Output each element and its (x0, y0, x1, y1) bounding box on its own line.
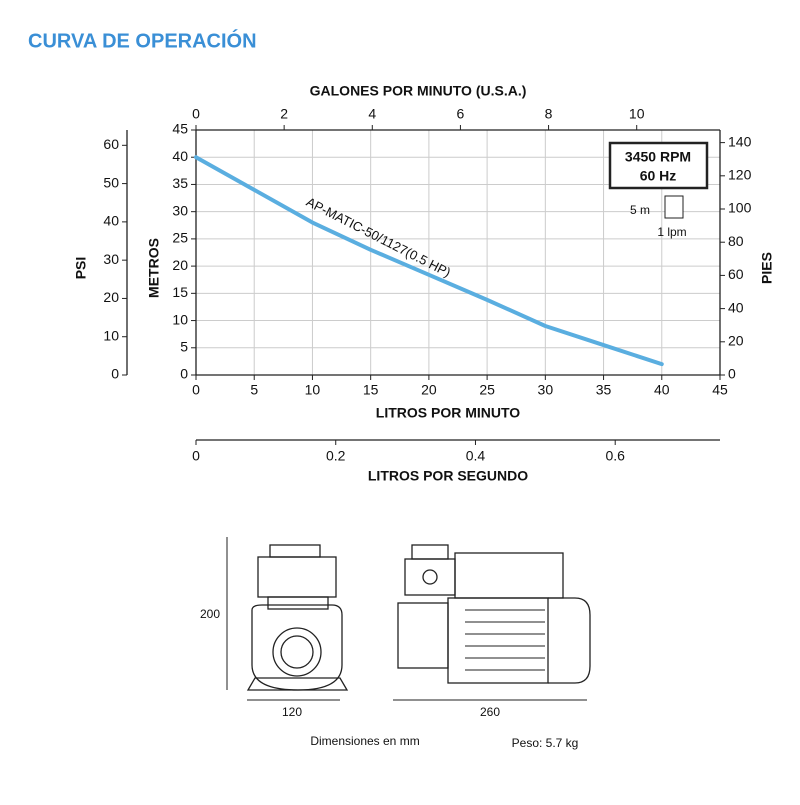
y3-tick-label: 10 (103, 327, 119, 343)
y2-axis-label: PIES (759, 252, 775, 284)
dim-height: 200 (200, 607, 220, 621)
grid-width-label: 1 lpm (657, 225, 686, 239)
x-tick-label: 20 (421, 382, 437, 398)
curve (194, 155, 664, 367)
y3-tick-label: 30 (103, 251, 119, 267)
curve-label: AP-MATIC-50/1127(0.5 HP) (304, 194, 453, 280)
hz-label: 60 Hz (640, 168, 677, 184)
y2-tick-label: 20 (728, 333, 744, 349)
y-tick-label: 20 (172, 257, 188, 273)
y3-tick-label: 0 (111, 366, 119, 382)
y-tick-label: 30 (172, 202, 188, 218)
x2-tick-label: 4 (368, 106, 376, 122)
y-tick-label: 15 (172, 284, 188, 300)
y-axis-label: METROS (146, 238, 162, 298)
x2-tick-label: 6 (457, 106, 465, 122)
x3-tick-label: 0.4 (466, 448, 486, 464)
x2-tick-label: 0 (192, 106, 200, 122)
y-tick-label: 25 (172, 230, 188, 246)
y3-tick-label: 20 (103, 289, 119, 305)
x2-tick-label: 2 (280, 106, 288, 122)
y-tick-label: 35 (172, 175, 188, 191)
x-tick-label: 40 (654, 382, 670, 398)
y2-tick-label: 80 (728, 233, 744, 249)
weight-note: Peso: 5.7 kg (512, 736, 579, 750)
y2-tick-label: 60 (728, 266, 744, 282)
grid-height-label: 5 m (630, 203, 650, 217)
rpm-box (608, 141, 709, 190)
pump-front-drawing (226, 537, 349, 701)
x3-tick-label: 0.2 (326, 448, 346, 464)
y3-axis-label: PSI (73, 257, 89, 280)
y-tick-label: 0 (180, 366, 188, 382)
x-tick-label: 10 (305, 382, 321, 398)
x-tick-label: 45 (712, 382, 728, 398)
dim-width: 120 (282, 705, 302, 719)
y2-tick-label: 140 (728, 133, 752, 149)
x2-tick-label: 10 (629, 106, 645, 122)
y-tick-label: 40 (172, 148, 188, 164)
x-tick-label: 25 (479, 382, 495, 398)
x3-tick-label: 0 (192, 448, 200, 464)
dim-length: 260 (480, 705, 500, 719)
x-axis-label: LITROS POR MINUTO (376, 405, 521, 421)
y3-tick-label: 60 (103, 136, 119, 152)
y2-tick-label: 120 (728, 167, 752, 183)
rpm-label: 3450 RPM (625, 149, 691, 165)
y3-tick-label: 50 (103, 174, 119, 190)
x2-tick-label: 8 (545, 106, 553, 122)
x-tick-label: 0 (192, 382, 200, 398)
grid-scale-box (664, 195, 684, 219)
x-tick-label: 35 (596, 382, 612, 398)
x-tick-label: 15 (363, 382, 379, 398)
y2-tick-label: 40 (728, 299, 744, 315)
units-note: Dimensiones en mm (310, 734, 419, 748)
y2-tick-label: 0 (728, 366, 736, 382)
x-tick-label: 30 (538, 382, 554, 398)
y-tick-label: 10 (172, 311, 188, 327)
pump-side-drawing (393, 544, 591, 701)
x2-axis-label: GALONES POR MINUTO (U.S.A.) (310, 83, 527, 99)
y2-tick-label: 100 (728, 200, 752, 216)
x3-axis-label: LITROS POR SEGUNDO (368, 468, 528, 484)
chart-title: CURVA DE OPERACIÓN (28, 28, 257, 52)
x-tick-label: 5 (250, 382, 258, 398)
y3-tick-label: 40 (103, 213, 119, 229)
y-tick-label: 45 (172, 121, 188, 137)
x3-tick-label: 0.6 (605, 448, 625, 464)
y-tick-label: 5 (180, 338, 188, 354)
